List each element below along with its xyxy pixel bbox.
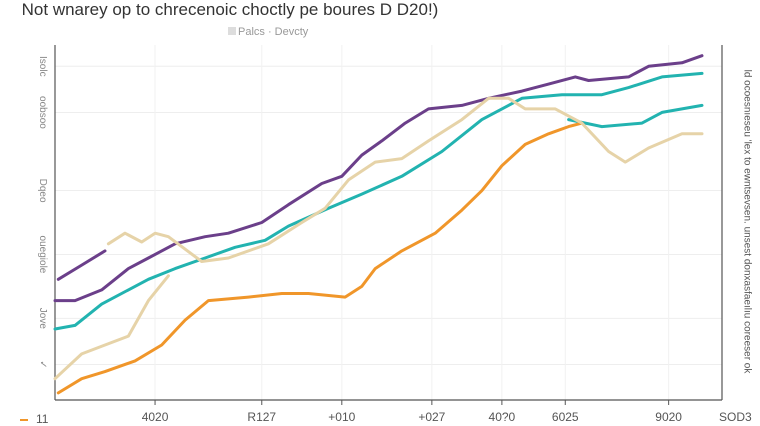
x-tick-label: +010	[328, 410, 355, 424]
corner-note-text: 11	[36, 412, 49, 426]
series-line-0	[56, 249, 107, 281]
series-line-2	[53, 71, 704, 331]
x-tick-label: +027	[418, 410, 445, 424]
series-line-6	[106, 96, 704, 263]
series-line-1	[53, 54, 704, 303]
series-line-5	[53, 274, 170, 381]
y-tick-label: Jove	[37, 308, 48, 330]
x-tick-label: SOD3	[719, 410, 752, 424]
series-line-3	[567, 103, 704, 129]
x-tick-label: 4020	[142, 410, 169, 424]
orange-dash-icon	[20, 418, 28, 421]
corner-note: 11	[20, 412, 48, 426]
y-tick-label: ouegiole	[37, 236, 48, 274]
series-line-4	[56, 121, 584, 395]
y-tick-label: Isolc	[37, 56, 48, 77]
x-tick-label: 6025	[552, 410, 579, 424]
legend: Palcs · Devcty	[228, 26, 308, 38]
y-tick-label: ✓	[37, 360, 48, 368]
legend-swatch	[228, 27, 236, 35]
y-tick-label: oobsoo	[37, 96, 48, 129]
x-tick-label: R127	[247, 410, 276, 424]
x-tick-label: 9020	[655, 410, 682, 424]
chart-title: Not wnarey op to chrecenoic choctly pe b…	[21, 0, 439, 19]
y-tick-label: Dqeo	[37, 179, 48, 203]
x-tick-label: 40?0	[489, 410, 516, 424]
legend-label: Palcs · Devcty	[238, 26, 309, 38]
